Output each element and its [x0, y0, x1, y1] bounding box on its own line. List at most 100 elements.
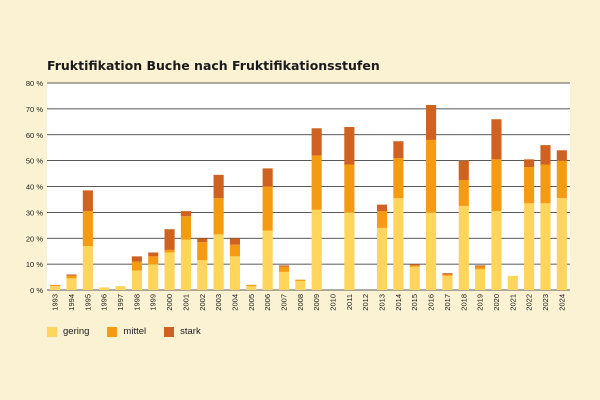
bar-stark-2017	[442, 273, 453, 275]
x-tick-label: 2008	[296, 294, 305, 311]
bar-stark-2002	[197, 238, 208, 243]
x-tick-label: 2005	[247, 294, 256, 311]
y-tick-label: 20 %	[26, 234, 43, 243]
bar-stark-1998	[131, 256, 142, 262]
bar-mittel-2002	[197, 242, 208, 261]
bar-gering-1998	[131, 270, 142, 290]
x-tick-label: 2024	[557, 294, 566, 311]
legend-label: stark	[180, 326, 201, 337]
bar-mittel-2018	[458, 180, 469, 206]
bar-mittel-2023	[540, 164, 551, 204]
bar-gering-1996	[99, 287, 110, 290]
legend-swatch-stark	[164, 326, 175, 337]
x-tick-label: 2002	[198, 294, 207, 311]
x-tick-label: 2010	[329, 294, 338, 311]
x-tick-label: 1997	[116, 294, 125, 311]
y-tick-label: 70 %	[26, 105, 43, 114]
x-tick-label: 1998	[132, 294, 141, 311]
bar-mittel-2022	[524, 167, 535, 204]
bar-stark-1999	[148, 252, 159, 257]
x-tick-label: 1993	[51, 294, 60, 311]
bar-gering-2009	[311, 209, 322, 290]
bar-gering-2024	[556, 198, 567, 290]
bar-mittel-2003	[213, 198, 224, 235]
bar-gering-2020	[491, 211, 502, 290]
y-tick-label: 50 %	[26, 157, 43, 166]
bar-mittel-2024	[556, 160, 567, 199]
bar-mittel-2005	[246, 284, 257, 287]
x-tick-label: 2014	[394, 294, 403, 311]
bar-mittel-2001	[180, 216, 191, 240]
legend-label: gering	[63, 326, 90, 337]
x-tick-label: 2015	[410, 294, 419, 311]
bar-gering-2006	[262, 230, 273, 290]
bar-stark-2018	[458, 160, 469, 181]
bar-gering-2002	[197, 260, 208, 290]
bar-stark-2011	[344, 126, 355, 165]
x-tick-label: 2000	[165, 294, 174, 311]
bar-gering-2015	[409, 266, 420, 290]
bar-mittel-1993	[50, 284, 61, 287]
x-tick-label: 1996	[100, 294, 109, 311]
bar-mittel-2007	[278, 266, 290, 272]
y-tick-label: 0 %	[30, 286, 43, 295]
x-tick-label: 2003	[214, 294, 223, 311]
x-tick-label: 2021	[508, 294, 517, 311]
bar-stark-2001	[180, 211, 191, 217]
bar-mittel-2004	[229, 244, 241, 257]
x-tick-label: 2013	[378, 294, 387, 311]
bar-stark-2000	[164, 229, 175, 250]
bar-gering-2001	[180, 239, 191, 290]
bar-gering-2003	[213, 234, 224, 290]
bar-gering-1995	[82, 246, 93, 290]
x-tick-label: 2011	[345, 294, 354, 310]
x-tick-label: 1999	[149, 294, 158, 311]
y-tick-label: 10 %	[26, 260, 43, 269]
bar-gering-2023	[540, 203, 551, 290]
bar-mittel-2016	[426, 139, 437, 213]
bar-mittel-2008	[295, 279, 306, 281]
legend-swatch-mittel	[107, 326, 118, 337]
bar-mittel-2006	[262, 186, 273, 231]
bar-stark-2007	[278, 265, 290, 267]
y-tick-label: 30 %	[26, 208, 43, 217]
bar-gering-2000	[164, 252, 175, 290]
x-tick-label: 2023	[541, 294, 550, 311]
bar-gering-2005	[246, 286, 257, 290]
bar-stark-1994	[66, 274, 77, 276]
bar-stark-2004	[229, 238, 241, 245]
bar-stark-2015	[409, 264, 420, 266]
bar-stark-1995	[82, 190, 93, 212]
legend-swatch-gering	[47, 326, 57, 337]
x-tick-label: 2020	[492, 294, 501, 311]
bar-stark-2020	[491, 119, 502, 160]
bar-stark-2024	[556, 150, 567, 161]
x-tick-label: 2022	[525, 294, 534, 311]
x-tick-label: 1995	[83, 294, 92, 311]
bar-gering-1997	[115, 286, 126, 290]
x-tick-label: 2017	[443, 294, 452, 311]
bar-mittel-1994	[66, 275, 77, 279]
x-tick-label: 2001	[181, 294, 190, 311]
bar-stark-2019	[475, 265, 486, 267]
bar-mittel-1995	[82, 211, 93, 247]
x-tick-label: 2018	[459, 294, 468, 311]
bar-gering-2019	[475, 269, 486, 290]
bar-gering-2014	[393, 198, 404, 290]
bar-mittel-2014	[393, 158, 404, 199]
bar-gering-1999	[148, 264, 159, 290]
y-tick-label: 80 %	[26, 79, 43, 88]
bar-stark-2022	[524, 159, 535, 168]
y-tick-label: 60 %	[26, 131, 43, 140]
x-tick-label: 2016	[427, 294, 436, 311]
x-tick-label: 2019	[476, 294, 485, 311]
x-tick-label: 2009	[312, 294, 321, 311]
bar-stark-2013	[376, 204, 388, 212]
legend-label: mittel	[123, 326, 147, 337]
bar-gering-2013	[376, 227, 388, 290]
x-tick-label: 1994	[67, 294, 76, 311]
bar-mittel-2000	[164, 249, 175, 253]
bar-gering-2021	[507, 275, 518, 290]
bar-gering-2007	[278, 271, 290, 290]
bar-stark-2023	[540, 145, 551, 165]
